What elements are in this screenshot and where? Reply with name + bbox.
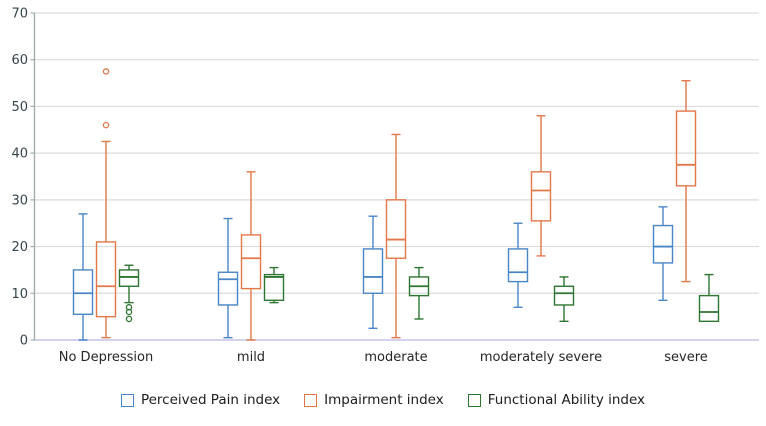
box-iqr bbox=[530, 171, 552, 222]
x-category-label-no-depression: No Depression bbox=[59, 350, 153, 365]
boxplot-severe-impairment-index bbox=[675, 80, 697, 283]
boxplot-mild-impairment-index bbox=[240, 171, 262, 341]
x-category-label-mild: mild bbox=[237, 350, 265, 365]
y-tick-label-50: 50 bbox=[11, 100, 28, 115]
legend-label-functional-ability: Functional Ability index bbox=[487, 392, 646, 408]
boxplot-mild-perceived-pain-index bbox=[217, 217, 239, 339]
box-iqr bbox=[217, 271, 239, 306]
y-tick-label-40: 40 bbox=[11, 147, 28, 162]
boxplot-moderately-severe-functional-ability-index bbox=[553, 276, 575, 323]
boxplot-moderate-functional-ability-index bbox=[408, 266, 430, 320]
legend-label-perceived-pain: Perceived Pain index bbox=[140, 392, 281, 408]
outlier-point-1 bbox=[125, 308, 133, 316]
chart-canvas: 0 10 20 30 40 50 60 70 No Depression mild moderate… bbox=[11, 7, 759, 365]
box-iqr bbox=[72, 269, 94, 316]
x-category-label-severe: severe bbox=[664, 350, 708, 365]
box-iqr bbox=[553, 285, 575, 306]
box-iqr bbox=[675, 110, 697, 187]
box-iqr bbox=[385, 199, 407, 259]
box-iqr bbox=[698, 294, 720, 323]
x-category-label-moderately-severe: moderately severe bbox=[480, 350, 602, 365]
y-tick-label-30: 30 bbox=[11, 193, 28, 208]
legend-item-functional-ability-index: Functional Ability index bbox=[467, 392, 646, 408]
legend-swatch-functional-ability-icon bbox=[467, 393, 481, 407]
legend-label-impairment: Impairment index bbox=[324, 392, 444, 408]
boxplot-moderately-severe-impairment-index bbox=[530, 115, 552, 257]
box-iqr bbox=[95, 241, 117, 318]
y-tick-label-10: 10 bbox=[11, 287, 28, 302]
box-iqr bbox=[263, 273, 285, 301]
boxplot-severe-functional-ability-index bbox=[698, 273, 720, 323]
box-iqr bbox=[652, 224, 674, 264]
outlier-point-2 bbox=[125, 315, 133, 323]
boxplot-moderate-impairment-index bbox=[385, 133, 407, 339]
y-tick-label-60: 60 bbox=[11, 53, 28, 68]
boxplot-mild-functional-ability-index bbox=[263, 266, 285, 304]
boxplot-no-depression-perceived-pain-index bbox=[72, 213, 94, 341]
x-category-label-moderate: moderate bbox=[364, 350, 427, 365]
boxplot-no-depression-impairment-index bbox=[95, 68, 117, 339]
boxplot-moderately-severe-perceived-pain-index bbox=[507, 222, 529, 308]
y-tick-label-0: 0 bbox=[20, 334, 28, 349]
boxplot-svg: 0 10 20 30 40 50 60 70 No Depression mild moderate… bbox=[11, 7, 759, 365]
box-iqr bbox=[240, 234, 262, 290]
boxplot-no-depression-functional-ability-index bbox=[118, 264, 140, 323]
boxplot-severe-perceived-pain-index bbox=[652, 206, 674, 301]
box-iqr bbox=[362, 248, 384, 294]
outlier-point-1 bbox=[102, 68, 110, 75]
box-iqr bbox=[118, 269, 140, 287]
box-iqr bbox=[507, 248, 529, 283]
legend-swatch-impairment-icon bbox=[304, 393, 318, 407]
y-tick-label-20: 20 bbox=[11, 240, 28, 255]
outlier-point-0 bbox=[102, 121, 110, 129]
legend-swatch-perceived-pain-icon bbox=[120, 393, 134, 407]
legend: Perceived Pain index Impairment index Fu… bbox=[0, 392, 766, 408]
boxplot-moderate-perceived-pain-index bbox=[362, 215, 384, 330]
legend-item-impairment-index: Impairment index bbox=[304, 392, 444, 408]
legend-item-perceived-pain-index: Perceived Pain index bbox=[120, 392, 281, 408]
y-tick-label-70: 70 bbox=[11, 7, 28, 22]
